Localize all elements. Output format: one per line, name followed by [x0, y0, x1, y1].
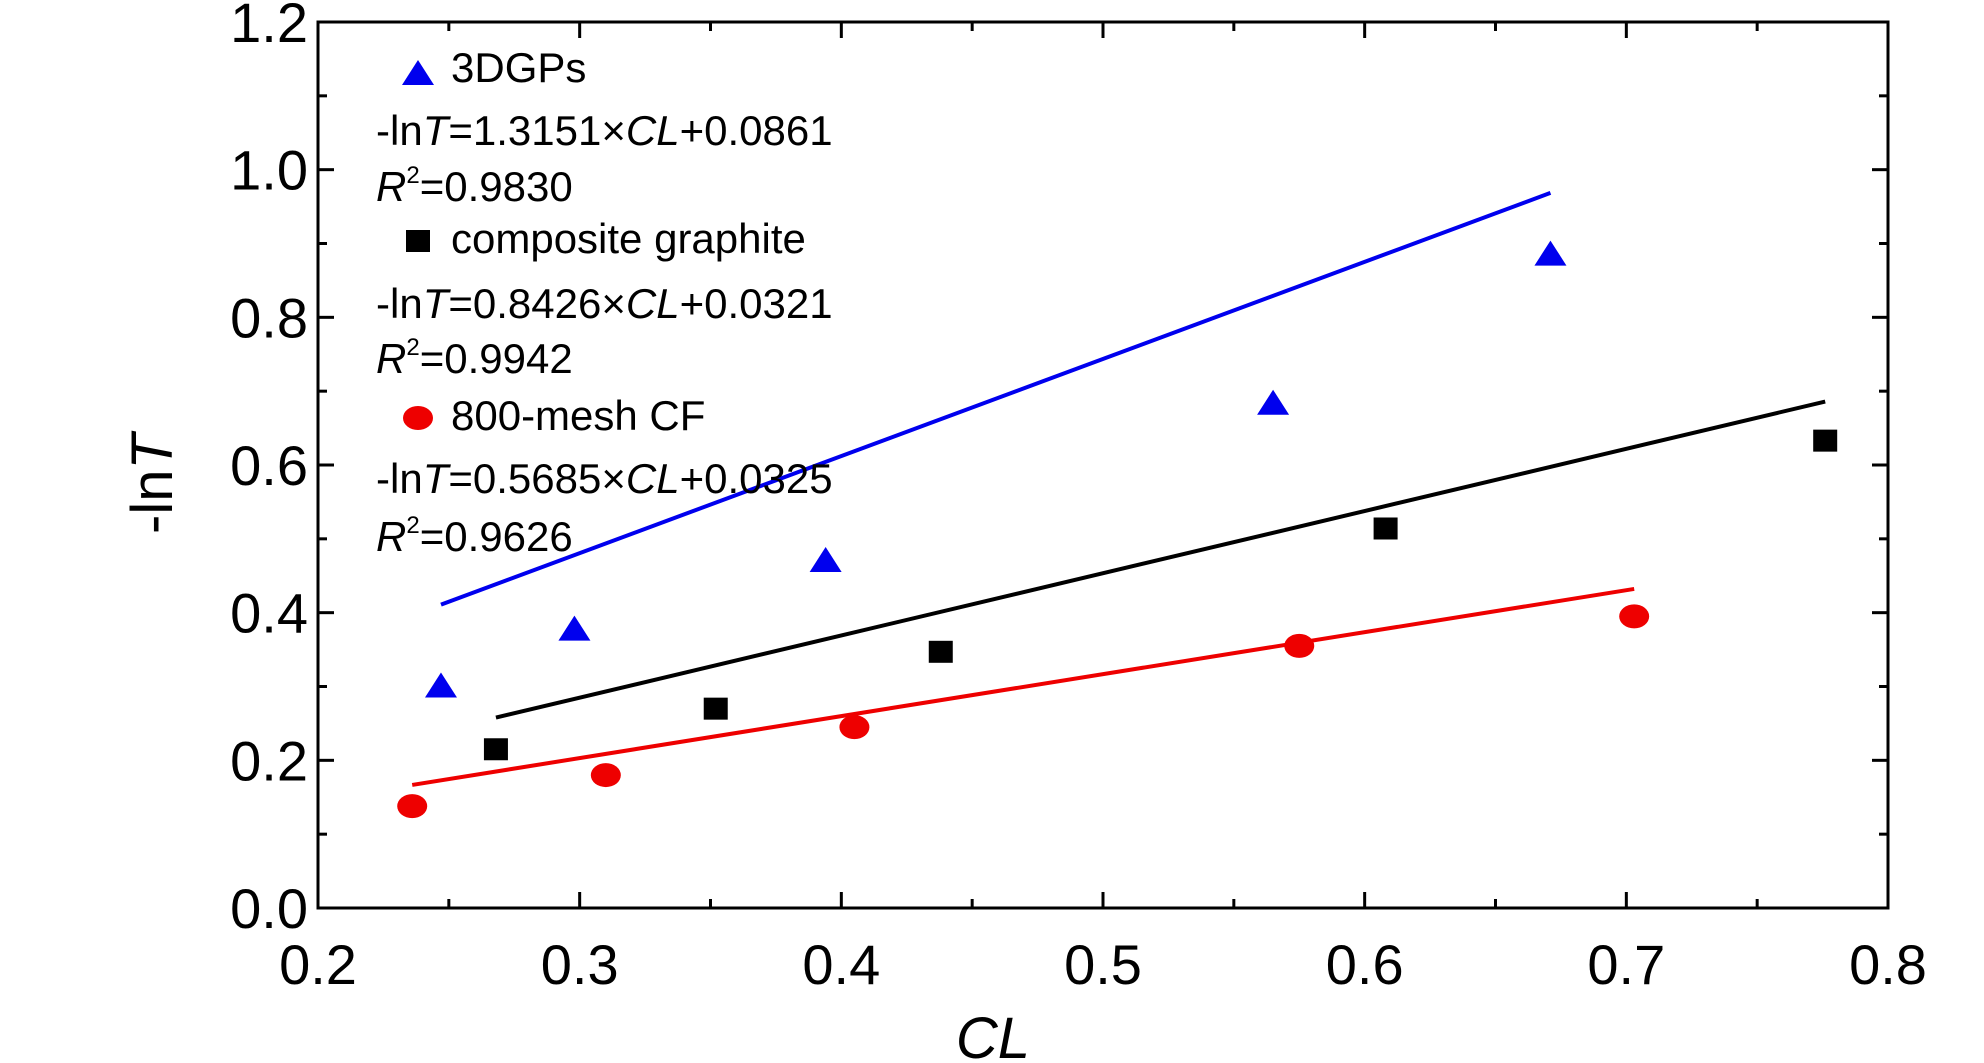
fit-line-triangle — [440, 191, 1552, 607]
data-point-circle — [1284, 633, 1315, 658]
data-point-triangle — [809, 546, 842, 572]
y-tick-label: 1.2 — [230, 0, 308, 54]
fit-line-circle — [411, 586, 1635, 787]
x-tick-label: 0.8 — [1849, 933, 1927, 996]
legend-marker-circle — [403, 406, 433, 430]
y-tick-label: 0.0 — [230, 877, 308, 940]
data-point-circle — [590, 763, 621, 788]
x-tick-label: 0.2 — [279, 933, 357, 996]
x-tick-label: 0.7 — [1587, 933, 1665, 996]
legend-marker-triangle — [402, 60, 434, 85]
x-axis-title: CL — [956, 1006, 1030, 1063]
data-point-circle — [1619, 604, 1650, 629]
fit-line-square — [495, 399, 1826, 720]
legend-label: 3DGPs — [451, 44, 586, 91]
fit-equation: -lnT=1.3151×CL+0.0861 — [376, 107, 833, 154]
data-point-triangle — [424, 672, 457, 698]
data-point-circle — [397, 794, 428, 819]
r-squared: R2=0.9942 — [376, 334, 573, 382]
data-point-square — [1813, 429, 1838, 452]
legend-label: 800-mesh CF — [451, 392, 705, 439]
x-tick-label: 0.6 — [1326, 933, 1404, 996]
r-squared: R2=0.9626 — [376, 512, 573, 560]
x-tick-label: 0.4 — [802, 933, 880, 996]
y-tick-label: 0.8 — [230, 286, 308, 349]
data-point-square — [928, 640, 953, 663]
x-tick-label: 0.5 — [1064, 933, 1142, 996]
y-tick-label: 0.6 — [230, 434, 308, 497]
y-axis-title: -lnT — [120, 430, 185, 533]
data-point-circle — [839, 715, 870, 740]
fit-lines — [411, 191, 1826, 787]
r-squared: R2=0.9830 — [376, 162, 573, 210]
x-tick-label: 0.3 — [541, 933, 619, 996]
legend: 3DGPs -lnT=1.3151×CL+0.0861 R2=0.9830 compo… — [376, 44, 833, 560]
data-point-square — [703, 697, 728, 720]
fit-equation: -lnT=0.5685×CL+0.0325 — [376, 455, 833, 502]
y-tick-label: 0.2 — [230, 729, 308, 792]
y-tick-label: 1.0 — [230, 139, 308, 202]
data-point-triangle — [1534, 240, 1567, 266]
axes: 0.2 0.3 0.4 0.5 0.6 0.7 0.80.00.20.40.60.81.01… — [230, 0, 1927, 996]
data-point-triangle — [1257, 389, 1290, 415]
data-point-square — [483, 738, 508, 761]
fit-equation: -lnT=0.8426×CL+0.0321 — [376, 280, 833, 327]
data-markers — [397, 240, 1838, 819]
data-point-square — [1373, 517, 1398, 540]
legend-label: composite graphite — [451, 215, 806, 262]
y-tick-label: 0.4 — [230, 582, 308, 645]
data-point-triangle — [558, 615, 591, 641]
legend-marker-square — [406, 230, 430, 252]
